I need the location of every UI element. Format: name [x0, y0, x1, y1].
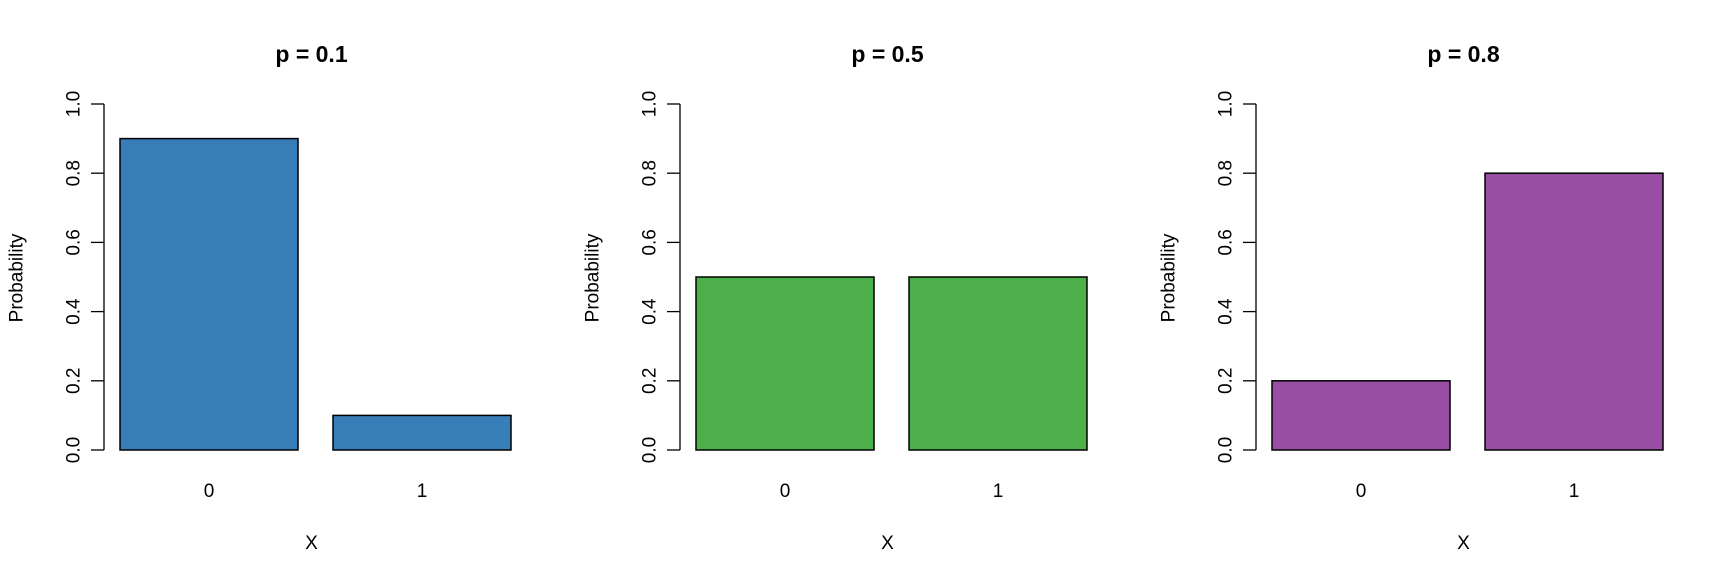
x-tick-label: 1 — [1569, 481, 1580, 502]
y-tick-label: 0.0 — [64, 437, 85, 463]
x-tick-label: 1 — [417, 481, 428, 502]
y-tick-label: 0.6 — [64, 229, 85, 255]
y-tick-label: 1.0 — [1216, 91, 1237, 117]
chart-panel-1: p = 0.1 0 1 0.0 0.2 0.4 0.6 0.8 1.0 Probability X — [7, 41, 512, 554]
x-axis-label: X — [1457, 533, 1470, 554]
chart-title: p = 0.8 — [1427, 41, 1499, 67]
y-tick-label: 0.0 — [640, 437, 661, 463]
y-axis-label: Probability — [583, 233, 604, 322]
y-tick-label: 0.6 — [1216, 229, 1237, 255]
y-tick-label: 0.6 — [640, 229, 661, 255]
x-tick-label: 0 — [780, 481, 791, 502]
y-tick-label: 0.2 — [64, 368, 85, 394]
y-tick-label: 0.8 — [64, 160, 85, 186]
chart-panel-2: p = 0.5 0 1 0.0 0.2 0.4 0.6 0.8 1.0 Probability X — [583, 41, 1088, 554]
y-tick-label: 0.2 — [1216, 368, 1237, 394]
bar-1 — [908, 276, 1088, 451]
x-axis-label: X — [881, 533, 894, 554]
x-tick-label: 0 — [204, 481, 215, 502]
x-tick-label: 1 — [993, 481, 1004, 502]
bar-0 — [695, 276, 875, 451]
bar-1 — [332, 414, 512, 451]
bar-0 — [1271, 380, 1451, 451]
y-tick-label: 0.8 — [640, 160, 661, 186]
y-tick-label: 0.4 — [640, 298, 661, 325]
bar-1 — [1484, 172, 1664, 451]
y-tick-label: 0.0 — [1216, 437, 1237, 463]
y-tick-label: 1.0 — [640, 91, 661, 117]
y-tick-label: 0.4 — [1216, 298, 1237, 325]
y-axis-label: Probability — [1159, 233, 1180, 322]
y-axis-label: Probability — [7, 233, 28, 322]
chart-title: p = 0.1 — [275, 41, 347, 67]
chart-panel-3: p = 0.8 0 1 0.0 0.2 0.4 0.6 0.8 1.0 Probability X — [1159, 41, 1664, 554]
chart-title: p = 0.5 — [851, 41, 923, 67]
y-tick-label: 1.0 — [64, 91, 85, 117]
x-tick-label: 0 — [1356, 481, 1367, 502]
x-axis-label: X — [305, 533, 318, 554]
y-tick-label: 0.4 — [64, 298, 85, 325]
bar-0 — [119, 137, 299, 451]
y-tick-label: 0.8 — [1216, 160, 1237, 186]
y-tick-label: 0.2 — [640, 368, 661, 394]
